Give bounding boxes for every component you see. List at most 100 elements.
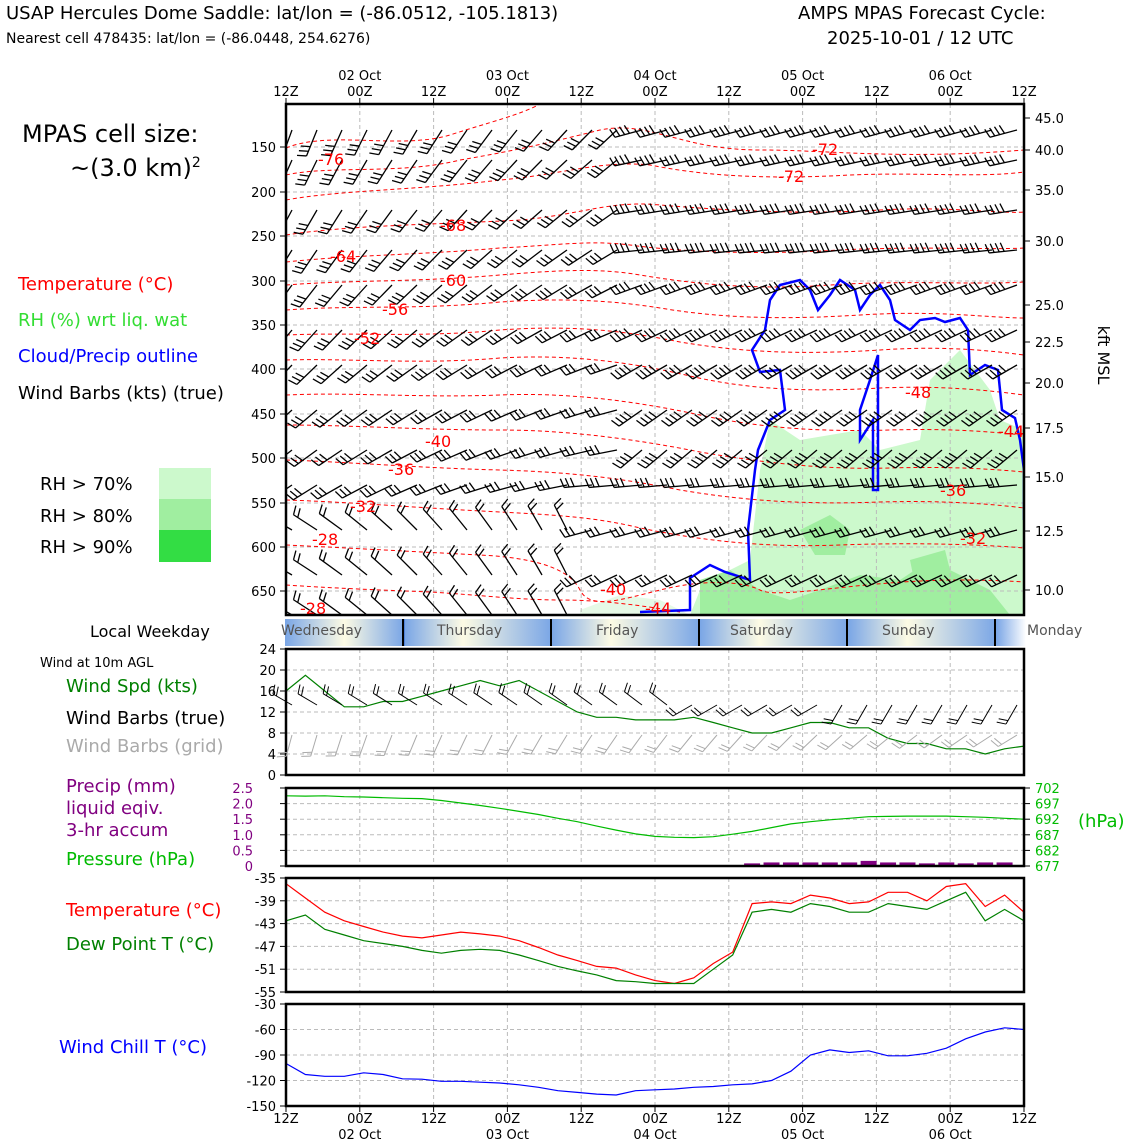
pressure-tick-label: 702 bbox=[1035, 782, 1060, 797]
temp-contour bbox=[286, 393, 1024, 436]
wind-barb bbox=[634, 125, 668, 138]
wind-barb bbox=[609, 526, 643, 538]
wind-barb bbox=[313, 329, 343, 351]
time-tick-label: 00Z bbox=[347, 1112, 373, 1127]
wind-barb bbox=[350, 734, 368, 757]
wind-barb bbox=[836, 409, 868, 427]
wind-barb bbox=[759, 281, 793, 296]
wind-barb bbox=[609, 477, 643, 489]
wind-barb bbox=[636, 409, 668, 427]
cross-section-grid bbox=[285, 104, 1025, 615]
temp-contour bbox=[286, 544, 1024, 603]
wind-barb bbox=[485, 329, 518, 346]
wind-barb bbox=[859, 203, 893, 216]
wind-barb bbox=[634, 242, 668, 254]
height-tick-label: 30.0 bbox=[1035, 235, 1064, 250]
precip-label-2: liquid eqiv. bbox=[66, 798, 164, 819]
wind-barb bbox=[684, 526, 718, 538]
wind-barb bbox=[861, 409, 893, 427]
wind-barb bbox=[684, 477, 718, 489]
wind-barb bbox=[344, 588, 368, 615]
wind-barb bbox=[464, 159, 493, 182]
wind-barb bbox=[649, 682, 668, 706]
wind-barb bbox=[859, 328, 893, 343]
wind-barb bbox=[440, 159, 468, 183]
wind-barb bbox=[384, 484, 418, 497]
precip-tick-label: 1.5 bbox=[232, 813, 253, 828]
wind-barb bbox=[417, 129, 443, 155]
wind-barb bbox=[562, 159, 593, 179]
height-tick-label: 45.0 bbox=[1035, 112, 1064, 127]
wind-barb bbox=[612, 449, 643, 469]
wind-barb bbox=[347, 684, 368, 706]
wind-barb bbox=[570, 734, 593, 754]
wind-barb bbox=[364, 249, 393, 272]
wind-barb bbox=[690, 704, 718, 717]
wind-barb bbox=[609, 125, 643, 138]
wind-barb bbox=[693, 734, 718, 753]
wind-barb bbox=[559, 407, 593, 419]
wind-barb bbox=[660, 364, 693, 380]
wind-barb bbox=[559, 363, 593, 376]
wind-barb bbox=[297, 684, 318, 706]
wind-barb bbox=[336, 409, 368, 427]
wind-barb bbox=[834, 281, 868, 296]
wind-barb bbox=[912, 449, 943, 469]
wind-barb bbox=[312, 364, 343, 385]
date-label: 04 Oct bbox=[633, 69, 676, 84]
wind-barb bbox=[536, 249, 568, 267]
wind-barb bbox=[322, 684, 343, 706]
wind-barb bbox=[659, 242, 693, 254]
wind-barb bbox=[737, 449, 768, 469]
date-label: 04 Oct bbox=[633, 1128, 676, 1140]
wind-barb bbox=[396, 546, 418, 576]
wind-barb bbox=[809, 154, 843, 167]
wind-barb bbox=[934, 281, 968, 296]
time-tick-label: 00Z bbox=[347, 85, 373, 100]
wind-barb bbox=[341, 209, 368, 234]
wind-barb bbox=[709, 154, 743, 167]
wind-barb bbox=[586, 209, 618, 227]
wind-barb bbox=[293, 209, 318, 235]
wind-barb bbox=[286, 284, 293, 295]
wind-barb bbox=[811, 409, 843, 427]
temp-contour-label: -32 bbox=[350, 497, 376, 516]
wind-barb bbox=[934, 328, 968, 343]
precip-tick-label: 1.0 bbox=[232, 829, 253, 844]
wind-barb bbox=[759, 154, 793, 167]
wind-barb bbox=[634, 203, 668, 216]
wind-barb bbox=[501, 543, 518, 576]
wind-barb bbox=[635, 364, 668, 380]
wind-barb bbox=[390, 209, 418, 233]
wind-barb bbox=[634, 154, 668, 167]
wind-barb bbox=[393, 129, 418, 155]
wind-barb bbox=[859, 281, 893, 296]
wind-barb bbox=[560, 249, 593, 266]
wind-barb bbox=[359, 484, 393, 498]
wind-barb bbox=[510, 284, 543, 301]
weekday-sunday: Sunday bbox=[882, 623, 935, 639]
wind-barb bbox=[609, 281, 643, 296]
wind-barb bbox=[709, 203, 743, 216]
wind-barb bbox=[921, 704, 943, 725]
wind-barb bbox=[435, 364, 468, 381]
wind-barb bbox=[409, 449, 443, 463]
wind-barb bbox=[937, 449, 968, 469]
wind-barb bbox=[684, 574, 718, 588]
wind-barb bbox=[884, 281, 918, 296]
wind-barb bbox=[785, 364, 818, 380]
wind-barb bbox=[370, 502, 393, 531]
wind-barb bbox=[286, 484, 293, 490]
temp-contour-label: -28 bbox=[300, 599, 326, 618]
wind-barb bbox=[439, 209, 468, 232]
height-axis-title: kft MSL bbox=[1094, 326, 1113, 385]
wind-barb bbox=[534, 479, 568, 492]
wind-barb bbox=[509, 480, 543, 493]
wind-barb bbox=[961, 409, 993, 427]
wind-barb bbox=[584, 574, 618, 588]
wind-barb bbox=[584, 329, 618, 342]
wind-barb bbox=[584, 444, 618, 457]
wind-barb bbox=[475, 584, 493, 615]
time-tick-label: 00Z bbox=[495, 1112, 521, 1127]
wind-barb bbox=[734, 574, 768, 588]
